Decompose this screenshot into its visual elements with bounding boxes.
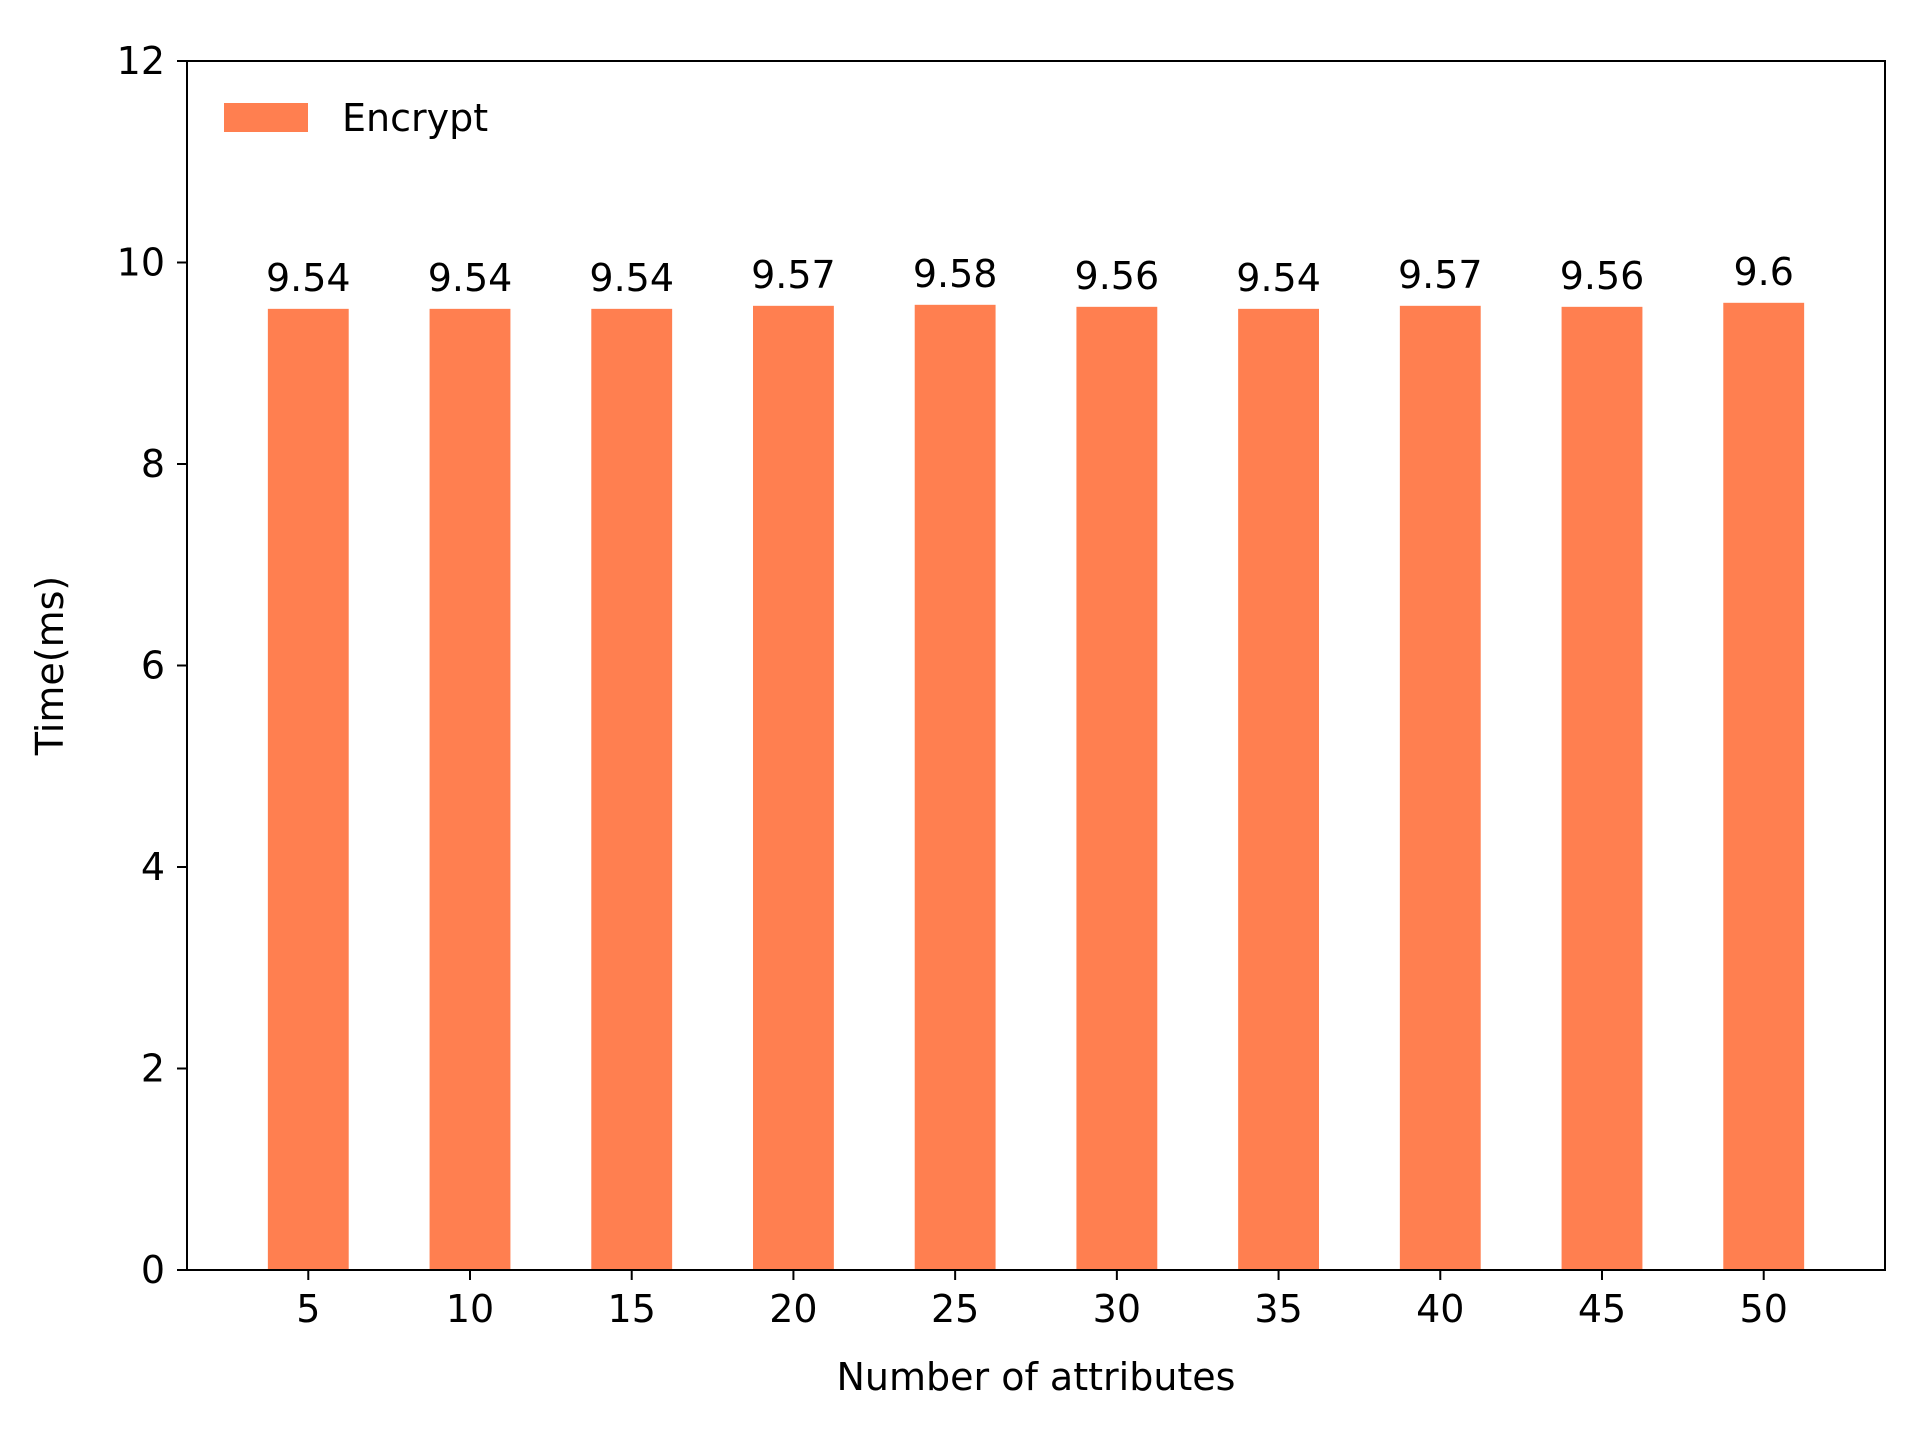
x-tick-label-25: 25 [931,1287,979,1331]
y-tick-label-6: 6 [141,644,165,688]
bar-value-label-50: 9.6 [1733,250,1793,294]
y-axis: 0 2 4 6 8 10 12 [117,39,187,1292]
y-tick-label-8: 8 [141,442,165,486]
bar-value-label-10: 9.54 [428,256,513,300]
y-axis-title: Time(ms) [28,576,72,756]
bar-40 [1399,305,1481,1270]
bar-value-label-25: 9.58 [913,252,998,296]
x-tick-label-5: 5 [296,1287,320,1331]
bar-value-label-30: 9.56 [1075,254,1160,298]
bar-10 [429,308,511,1271]
legend-label-encrypt: Encrypt [342,96,488,140]
bar-value-label-35: 9.54 [1236,256,1321,300]
x-axis: 5 10 15 20 25 30 35 40 45 50 [296,1270,1788,1331]
bar-15 [591,308,673,1271]
x-axis-title: Number of attributes [837,1355,1236,1399]
bars-group [267,302,1805,1271]
y-tick-label-0: 0 [141,1248,165,1292]
legend-swatch-encrypt [224,103,308,132]
bar-30 [1076,306,1158,1271]
y-tick-label-2: 2 [141,1047,165,1091]
x-tick-label-10: 10 [446,1287,494,1331]
bar-25 [914,304,996,1270]
bar-5 [267,308,349,1271]
bar-value-label-45: 9.56 [1560,254,1645,298]
bar-value-label-20: 9.57 [751,253,836,297]
bar-labels-group: 9.54 9.54 9.54 9.57 9.58 9.56 9.54 9.57 9.56 9.6 [266,250,1794,300]
bar-50 [1723,302,1805,1270]
bar-value-label-5: 9.54 [266,256,351,300]
x-tick-label-45: 45 [1578,1287,1626,1331]
y-tick-label-12: 12 [117,39,165,83]
bar-value-label-40: 9.57 [1398,253,1483,297]
legend: Encrypt [224,96,488,140]
x-tick-label-40: 40 [1416,1287,1464,1331]
bar-20 [753,305,834,1270]
x-tick-label-50: 50 [1740,1287,1788,1331]
x-tick-label-15: 15 [608,1287,656,1331]
bar-35 [1238,308,1319,1271]
bar-45 [1561,306,1643,1271]
x-tick-label-20: 20 [769,1287,817,1331]
bar-value-label-15: 9.54 [589,256,674,300]
x-tick-label-35: 35 [1254,1287,1302,1331]
y-tick-label-4: 4 [141,845,165,889]
x-tick-label-30: 30 [1093,1287,1141,1331]
y-tick-label-10: 10 [117,241,165,285]
